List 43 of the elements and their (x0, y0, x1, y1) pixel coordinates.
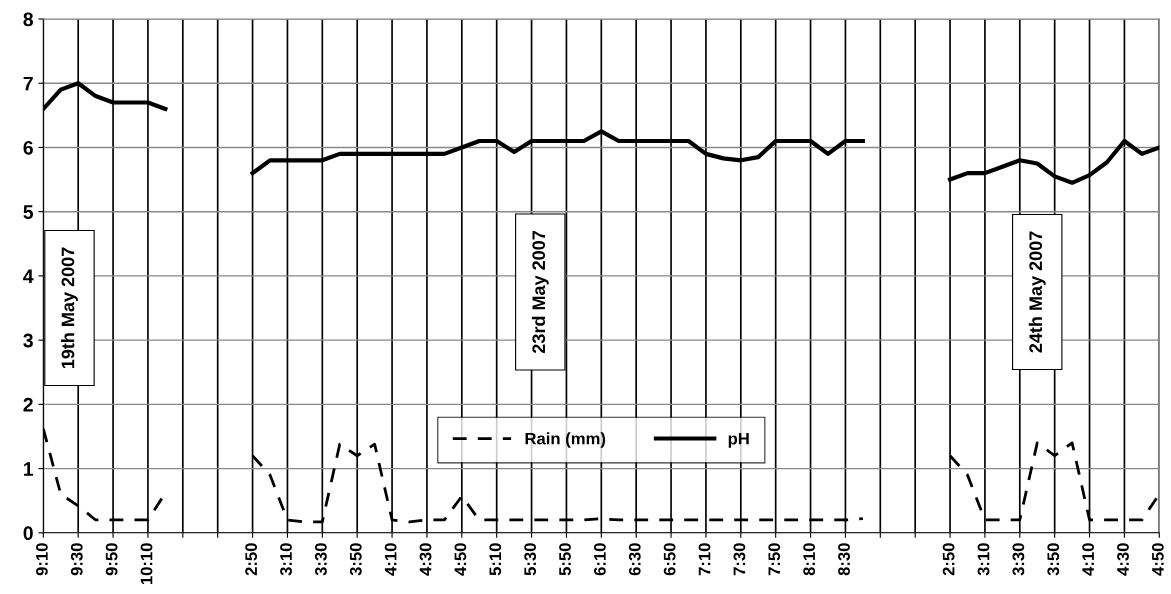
x-tick-label: 8:30 (838, 543, 850, 576)
x-tick-label: 5:50 (559, 543, 571, 576)
x-tick-label: 9:10 (36, 543, 48, 576)
y-tick-label: 4 (23, 269, 34, 283)
legend-label: Rain (mm) (525, 432, 606, 448)
x-tick-label: 4:50 (1151, 543, 1164, 576)
x-tick-label: 4:30 (1117, 543, 1129, 576)
x-tick-label: 5:10 (489, 543, 502, 576)
y-tick-label: 3 (23, 333, 33, 348)
x-tick-label: 7:10 (698, 543, 711, 576)
x-tick-label: 2:50 (942, 543, 955, 576)
legend-label: pH (728, 432, 749, 448)
x-tick-label: 4:30 (419, 543, 432, 576)
x-tick-label: 3:10 (977, 543, 990, 576)
y-tick-label: 0 (23, 526, 33, 541)
x-tick-label: 4:10 (384, 543, 397, 576)
x-tick-label: 6:50 (663, 543, 676, 576)
x-tick-label: 7:50 (768, 543, 781, 576)
x-tick-label: 4:10 (1082, 543, 1095, 576)
y-tick-label: 7 (23, 76, 33, 91)
x-tick-label: 3:30 (1012, 543, 1025, 576)
annotation: 23rd May 2007 (531, 231, 549, 354)
x-tick-label: 4:50 (454, 543, 467, 576)
x-tick-label: 2:50 (245, 543, 258, 576)
x-tick-label: 3:10 (280, 543, 292, 576)
y-tick-label: 1 (24, 462, 34, 476)
x-tick-label: 3:50 (1047, 543, 1060, 576)
y-tick-label: 8 (23, 12, 34, 27)
x-tick-label: 9:50 (105, 543, 118, 576)
annotation: 24th May 2007 (1028, 231, 1046, 353)
x-tick-label: 3:50 (349, 543, 362, 576)
x-tick-label: 6:30 (628, 543, 641, 576)
y-tick-label: 2 (23, 397, 33, 412)
x-tick-label: 6:10 (593, 543, 606, 576)
x-tick-label: 3:30 (314, 543, 327, 576)
x-tick-label: 9:30 (70, 543, 83, 576)
x-tick-label: 8:10 (803, 543, 816, 576)
x-tick-label: 10:10 (140, 543, 153, 585)
y-tick-label: 6 (23, 140, 33, 155)
x-tick-label: 7:30 (733, 543, 746, 576)
x-tick-label: 5:30 (524, 543, 537, 576)
y-tick-label: 5 (23, 205, 34, 219)
annotation: 19th May 2007 (61, 247, 78, 369)
